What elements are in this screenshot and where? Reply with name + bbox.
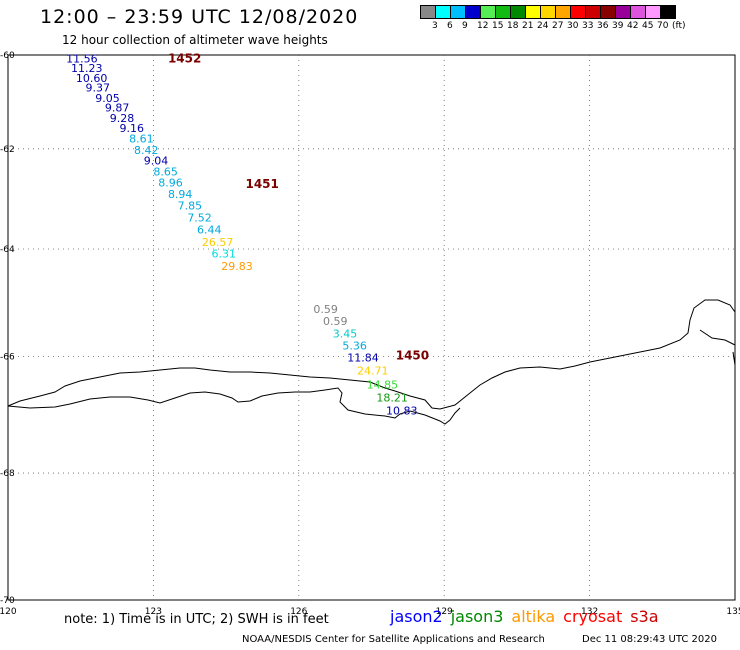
satellite-name: jason3 [450, 607, 504, 626]
latitude-tick-label: -60 [0, 51, 15, 61]
wave-height-label: 8.65 [153, 166, 178, 179]
legend-tick-labels: 3 6 9 12 15 18 21 24 27 30 33 36 39 42 45 70 (ft) [420, 19, 686, 33]
wave-height-label: 6.44 [197, 223, 222, 236]
satellite-name: altika [511, 607, 556, 626]
legend-tick-label: 36 [597, 21, 609, 31]
latitude-tick-label: -66 [0, 353, 15, 363]
legend-tick-label: 9 [462, 21, 468, 31]
wave-height-label: 3.45 [333, 327, 358, 340]
legend-tick-label: 30 [567, 21, 579, 31]
wave-height-label: 5.36 [342, 339, 367, 352]
track-number-label: 1452 [168, 52, 201, 66]
longitude-tick-label: 126 [290, 607, 307, 617]
satellite-name: jason2 [390, 607, 443, 626]
longitude-tick-label: 129 [436, 607, 453, 617]
wave-height-label: 0.59 [323, 315, 348, 328]
legend-tick-label: 21 [522, 21, 534, 31]
legend-tick-label: 12 [477, 21, 489, 31]
wave-height-label: 7.85 [178, 200, 203, 213]
wave-height-label: 18.21 [376, 391, 408, 404]
longitude-tick-label: 120 [0, 607, 17, 617]
wave-height-label: 9.16 [119, 122, 143, 135]
wave-height-label: 9.37 [86, 82, 111, 95]
legend-tick-label: 27 [552, 21, 564, 31]
track-number-label: 1450 [396, 349, 429, 363]
footer-note: note: 1) Time is in UTC; 2) SWH is in fe… [64, 612, 329, 627]
wave-height-label: 9.28 [110, 112, 135, 125]
antarctic-coastline [7, 299, 736, 425]
wave-height-label: 10.60 [76, 72, 108, 85]
wave-height-label: 11.84 [347, 352, 379, 365]
map-frame [7, 54, 736, 601]
satellite-name: s3a [630, 607, 659, 626]
latitude-tick-label: -62 [0, 145, 15, 155]
legend-swatches [420, 5, 676, 19]
wave-height-label: 8.96 [158, 177, 183, 190]
legend-tick-label: 45 [642, 21, 654, 31]
legend-tick-label: 15 [492, 21, 504, 31]
wave-height-label: 8.94 [168, 188, 193, 201]
wave-height-label: 11.23 [71, 62, 103, 75]
legend-tick-label: 39 [612, 21, 624, 31]
wave-height-label: 0.59 [313, 303, 338, 316]
credit-text: NOAA/NESDIS Center for Satellite Applica… [242, 634, 545, 645]
longitude-tick-label: 135 [726, 607, 740, 617]
timestamp-text: Dec 11 08:29:43 UTC 2020 [582, 634, 717, 645]
legend-tick-label: 6 [447, 21, 453, 31]
wave-height-label: 9.87 [105, 102, 130, 115]
page-title: 12:00 – 23:59 UTC 12/08/2020 [40, 6, 359, 28]
satellite-name: cryosat [563, 607, 623, 626]
wave-height-label: 7.52 [187, 212, 212, 225]
longitude-tick-label: 132 [581, 607, 598, 617]
legend-tick-label: 24 [537, 21, 549, 31]
legend-tick-label: 18 [507, 21, 519, 31]
wave-height-label: 6.31 [212, 248, 237, 261]
legend-tick-label: 3 [432, 21, 438, 31]
latitude-tick-label: -68 [0, 469, 15, 479]
wave-height-label: 14.85 [367, 378, 399, 391]
legend-tick-label: 42 [627, 21, 639, 31]
latitude-tick-label: -70 [0, 596, 15, 606]
track-number-label: 1451 [245, 177, 278, 191]
wave-height-label: 29.83 [221, 260, 253, 273]
wave-height-label: 11.56 [66, 53, 98, 66]
wave-height-labels: 11.5611.2310.609.379.059.879.289.168.618… [66, 52, 429, 418]
wave-height-label: 8.61 [129, 133, 154, 146]
wave-height-label: 9.05 [95, 92, 120, 105]
legend-tick-label: 70 [657, 21, 669, 31]
color-legend: 3 6 9 12 15 18 21 24 27 30 33 36 39 42 45 70 (ft) [420, 5, 686, 33]
satellite-legend: jason2 jason3 altika cryosat s3a [390, 607, 667, 626]
wave-height-label: 8.42 [134, 144, 159, 157]
legend-tick-label: 33 [582, 21, 594, 31]
wave-height-label: 26.57 [202, 236, 234, 249]
longitude-tick-label: 123 [145, 607, 162, 617]
legend-swatch [660, 5, 676, 19]
page-subtitle: 12 hour collection of altimeter wave hei… [62, 33, 328, 47]
latitude-tick-label: -64 [0, 245, 15, 255]
map-grid: 120 123 126 129 132 135 -60 -62 -64 -66 -68 -70 [0, 51, 740, 617]
wave-height-label: 10.83 [386, 405, 418, 418]
wave-height-label: 24.71 [357, 365, 389, 378]
legend-tick-label: (ft) [672, 21, 686, 31]
wave-height-label: 9.04 [144, 154, 169, 167]
